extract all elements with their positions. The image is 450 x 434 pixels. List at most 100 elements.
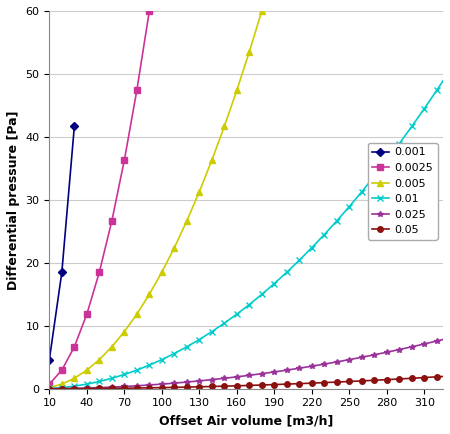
X-axis label: Offset Air volume [m3/h]: Offset Air volume [m3/h] xyxy=(159,414,333,427)
0.01 xyxy=(147,362,152,368)
0.025 xyxy=(259,371,265,376)
0.025 xyxy=(122,384,127,389)
0.05 xyxy=(59,386,64,391)
0.025 xyxy=(446,335,450,341)
0.01 xyxy=(396,141,402,146)
0.001 xyxy=(72,124,77,129)
0.005 xyxy=(159,270,165,275)
0.0025 xyxy=(134,88,140,93)
0.025 xyxy=(72,386,77,391)
0.005 xyxy=(259,8,265,13)
0.01 xyxy=(197,337,202,342)
0.05 xyxy=(197,384,202,389)
0.05 xyxy=(309,381,315,386)
0.05 xyxy=(47,386,52,391)
Line: 0.025: 0.025 xyxy=(46,335,450,391)
0.005 xyxy=(171,245,177,250)
0.025 xyxy=(197,378,202,384)
Line: 0.05: 0.05 xyxy=(46,373,450,391)
0.05 xyxy=(72,386,77,391)
0.01 xyxy=(272,281,277,286)
0.025 xyxy=(247,373,252,378)
0.05 xyxy=(396,376,402,381)
0.05 xyxy=(159,385,165,390)
0.05 xyxy=(422,375,427,380)
0.005 xyxy=(197,189,202,194)
0.01 xyxy=(322,232,327,237)
0.01 xyxy=(234,312,239,317)
0.05 xyxy=(209,384,215,389)
0.0025 xyxy=(109,218,115,224)
0.01 xyxy=(346,204,352,209)
0.025 xyxy=(209,377,215,382)
0.0025 xyxy=(59,368,64,373)
0.05 xyxy=(434,374,440,379)
0.05 xyxy=(372,378,377,383)
0.025 xyxy=(109,385,115,390)
0.01 xyxy=(284,270,289,275)
0.001 xyxy=(47,357,52,362)
0.025 xyxy=(396,347,402,352)
0.005 xyxy=(209,158,215,163)
0.025 xyxy=(322,362,327,367)
0.005 xyxy=(222,124,227,129)
0.005 xyxy=(84,368,90,373)
0.05 xyxy=(446,374,450,379)
0.01 xyxy=(184,344,189,349)
0.025 xyxy=(334,359,339,365)
0.025 xyxy=(147,382,152,388)
0.025 xyxy=(134,383,140,388)
0.025 xyxy=(422,342,427,347)
0.05 xyxy=(359,378,364,384)
0.01 xyxy=(359,189,364,194)
0.01 xyxy=(409,124,414,129)
0.025 xyxy=(272,369,277,375)
0.005 xyxy=(147,292,152,297)
0.0025 xyxy=(47,381,52,387)
0.05 xyxy=(122,385,127,391)
0.01 xyxy=(334,218,339,224)
0.025 xyxy=(222,376,227,381)
0.025 xyxy=(234,374,239,379)
0.025 xyxy=(309,364,315,369)
0.005 xyxy=(234,88,239,93)
Line: 0.0025: 0.0025 xyxy=(46,8,152,387)
0.05 xyxy=(171,385,177,390)
0.01 xyxy=(259,292,265,297)
0.01 xyxy=(59,385,64,390)
0.05 xyxy=(84,386,90,391)
0.05 xyxy=(272,382,277,387)
0.005 xyxy=(97,357,102,362)
0.0025 xyxy=(84,312,90,317)
0.05 xyxy=(346,379,352,384)
0.025 xyxy=(384,350,390,355)
0.005 xyxy=(59,381,64,387)
Y-axis label: Differential pressure [Pa]: Differential pressure [Pa] xyxy=(7,110,20,289)
0.025 xyxy=(184,379,189,385)
0.01 xyxy=(159,357,165,362)
0.01 xyxy=(134,368,140,373)
0.01 xyxy=(122,372,127,377)
0.01 xyxy=(446,69,450,74)
0.01 xyxy=(247,302,252,307)
0.005 xyxy=(47,385,52,390)
0.01 xyxy=(84,381,90,387)
0.005 xyxy=(184,218,189,224)
0.025 xyxy=(159,381,165,387)
0.01 xyxy=(47,386,52,391)
0.05 xyxy=(284,381,289,387)
Legend: 0.001, 0.0025, 0.005, 0.01, 0.025, 0.05: 0.001, 0.0025, 0.005, 0.01, 0.025, 0.05 xyxy=(368,143,437,240)
0.0025 xyxy=(122,158,127,163)
0.01 xyxy=(384,158,390,163)
0.05 xyxy=(409,376,414,381)
0.025 xyxy=(84,385,90,391)
0.005 xyxy=(134,312,140,317)
0.025 xyxy=(297,365,302,371)
0.0025 xyxy=(97,270,102,275)
0.001 xyxy=(59,270,64,275)
0.0025 xyxy=(72,344,77,349)
0.025 xyxy=(372,352,377,357)
0.05 xyxy=(384,377,390,382)
0.025 xyxy=(171,381,177,386)
0.05 xyxy=(234,383,239,388)
